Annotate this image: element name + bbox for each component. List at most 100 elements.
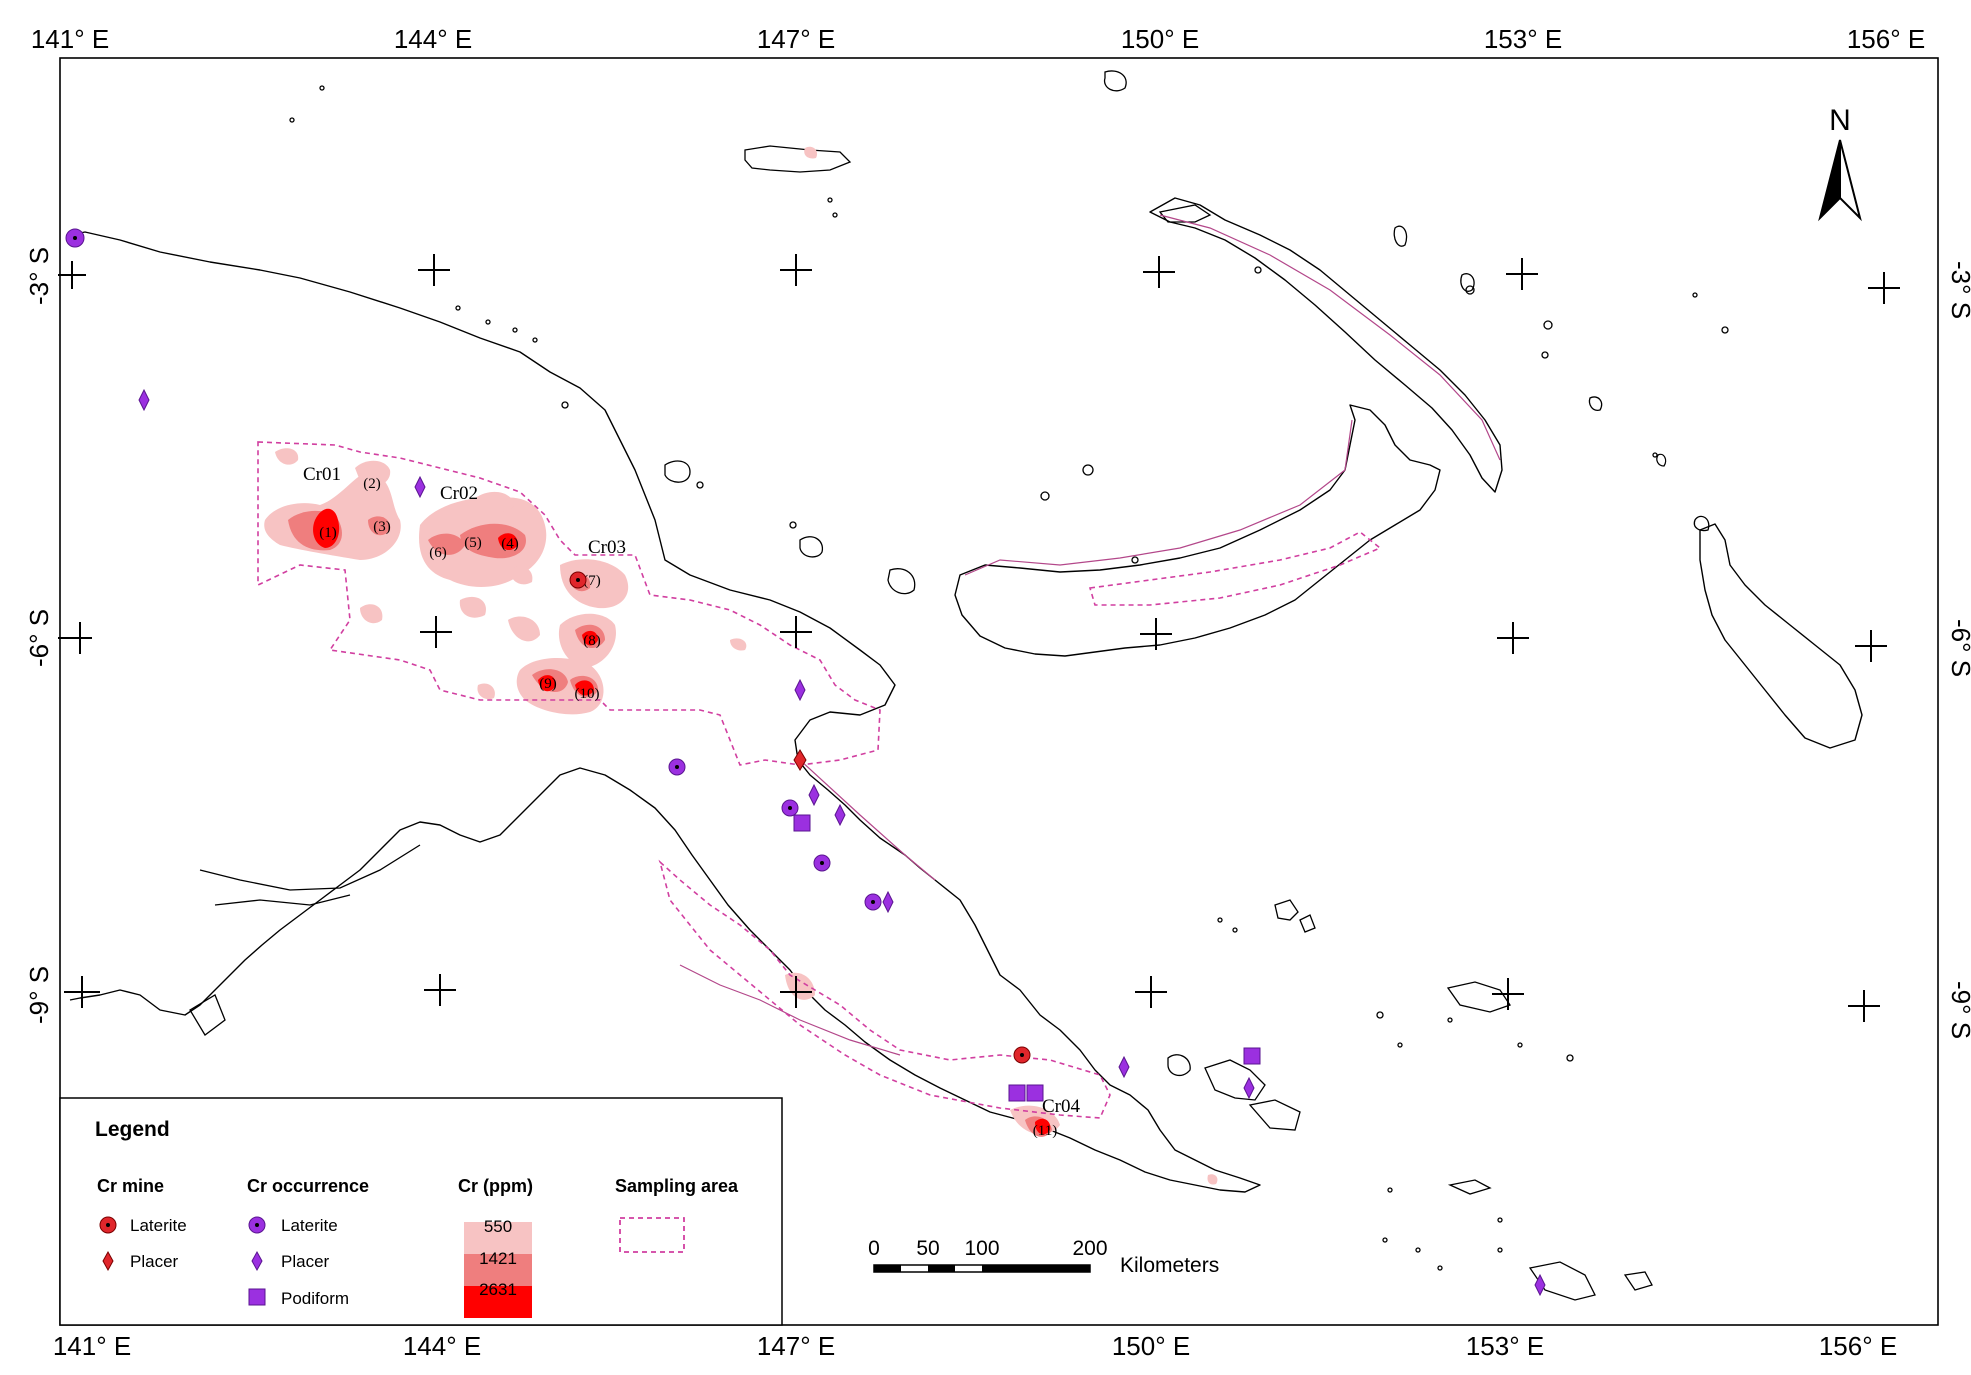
grid-cross (1135, 976, 1167, 1008)
lon-label-147-top: 147° E (757, 24, 835, 54)
zone-number-4: (4) (501, 536, 519, 552)
zone-number-5: (5) (464, 535, 482, 551)
sampling-area-new-britain (1088, 531, 1382, 606)
new-britain-coastline (954, 404, 1441, 657)
occurrence-placer-marker (834, 803, 846, 827)
cr-low-cluster-cr03 (560, 559, 629, 609)
cr-low-blob-g (804, 146, 818, 159)
grid-cross (780, 616, 812, 648)
cr-low-blob-e (730, 638, 747, 651)
top-longitude-labels: 141° E 144° E 147° E 150° E 153° E 156° … (31, 24, 1925, 54)
scale-tick-100: 100 (964, 1237, 999, 1260)
lon-label-153-bottom: 153° E (1466, 1331, 1544, 1361)
scale-bar: 0 50 100 200 Kilometers (868, 1237, 1219, 1277)
occurrence-placer-marker (794, 678, 806, 702)
zone-number-3: (3) (373, 519, 391, 535)
grid-cross (424, 974, 456, 1006)
fergusson-island (1204, 1059, 1266, 1101)
sampling-area-outlines (257, 441, 1382, 1119)
occurrence-placer-marker (882, 890, 894, 914)
legend-cr-ppm-swatch-high (464, 1286, 532, 1318)
north-arrow-left-half (1818, 139, 1841, 222)
cr-low-blob-top (275, 448, 299, 465)
cr-low-blob-j (1207, 1174, 1218, 1185)
occurrence-laterite-marker (668, 758, 686, 776)
scale-segment (982, 1265, 1090, 1272)
lat-label-6-right: -6° S (1946, 619, 1971, 677)
region-labels: Cr01 Cr02 Cr03 Cr04 (303, 464, 1081, 1117)
karkar-island (664, 460, 691, 483)
lat-label-3-right: -3° S (1946, 261, 1971, 319)
occurrence-placer-marker (1534, 1273, 1546, 1297)
sampling-area-main (257, 441, 881, 766)
river-delta-islands (199, 844, 421, 906)
occurrence-placer-marker (808, 783, 820, 807)
cr-low-blob-d (510, 566, 533, 585)
lon-label-144-bottom: 144° E (403, 1331, 481, 1361)
cr-high-zone-11 (1035, 1118, 1051, 1135)
mussau-island (1103, 70, 1127, 92)
occurrence-laterite-marker (65, 228, 85, 248)
grid-cross (1506, 258, 1538, 290)
province-boundaries (679, 214, 1501, 1056)
lon-label-147-bottom: 147° E (757, 1331, 835, 1361)
occurrence-laterite-marker (813, 854, 831, 872)
buka-island (1693, 515, 1710, 532)
zone-number-2: (2) (363, 476, 381, 492)
zone-number-9: (9) (539, 676, 557, 692)
legend-cr-ppm-heading: Cr (ppm) (458, 1176, 533, 1196)
cr-high-zone-10 (575, 680, 594, 696)
lihir-island (1460, 273, 1475, 292)
grid-cross (420, 616, 452, 648)
occurrence-podiform-marker (1008, 1084, 1026, 1102)
legend-cr-occurrence-laterite-label: Laterite (281, 1216, 338, 1235)
grid-cross (1497, 622, 1529, 654)
cr-occurrence-symbols (65, 228, 1546, 1297)
cr-mine-symbols (569, 571, 1031, 1064)
region-label-cr02: Cr02 (440, 483, 478, 504)
legend-cr-ppm-swatch-mid (464, 1254, 532, 1286)
zone-number-7: (7) (583, 573, 601, 589)
grid-cross (1868, 272, 1900, 304)
cr-low-blob-b (459, 596, 486, 618)
zone-number-8: (8) (583, 633, 601, 649)
grid-cross (1848, 990, 1880, 1022)
tagula-island (1528, 1261, 1596, 1301)
legend-sampling-area-swatch (619, 1217, 685, 1253)
purple-circle-dot-icon (248, 1216, 266, 1234)
left-latitude-labels: -3° S -6° S -9° S (24, 247, 54, 1024)
cr-high-zone-9 (538, 675, 556, 692)
small-islands (289, 85, 1729, 1271)
legend-cr-ppm-swatch-low (464, 1222, 532, 1254)
north-arrow-label: N (1829, 104, 1851, 137)
legend-sampling-area-heading: Sampling area (615, 1176, 739, 1196)
legend: Legend Cr mine Laterite Placer Cr occurr… (59, 1097, 783, 1326)
legend-cr-ppm-class-2: 1421 (479, 1249, 517, 1268)
zone-number-10: (10) (575, 686, 600, 702)
lat-label-3-left: -3° S (24, 247, 54, 305)
manus-island (744, 145, 852, 173)
tanga-island (1588, 396, 1603, 411)
trobriand-islands (1274, 899, 1316, 933)
occurrence-placer-marker (414, 475, 426, 499)
zone-number-labels: (1) (2) (3) (4) (5) (6) (7) (8) (9) (10)… (319, 476, 1057, 1139)
scale-tick-0: 0 (868, 1237, 880, 1260)
cr-low-blob-c (508, 616, 540, 642)
cr-high-zone-1 (313, 508, 340, 548)
cr-low-blob-h (785, 972, 815, 1000)
occurrence-laterite-marker (781, 799, 799, 817)
grid-cross (780, 254, 812, 286)
lon-label-141-top: 141° E (31, 24, 109, 54)
woodlark-island (1446, 981, 1512, 1013)
occurrence-placer-marker (1243, 1076, 1255, 1100)
grid-cross (418, 254, 450, 286)
lon-label-150-top: 150° E (1121, 24, 1199, 54)
occurrence-laterite-marker (864, 893, 882, 911)
nissan-island (1656, 453, 1667, 467)
scale-unit: Kilometers (1120, 1254, 1219, 1277)
lon-label-156-top: 156° E (1847, 24, 1925, 54)
purple-square-icon (248, 1288, 266, 1306)
grid-cross (1492, 978, 1524, 1010)
graticule-crosses (58, 254, 1900, 1022)
grid-cross (780, 976, 812, 1008)
